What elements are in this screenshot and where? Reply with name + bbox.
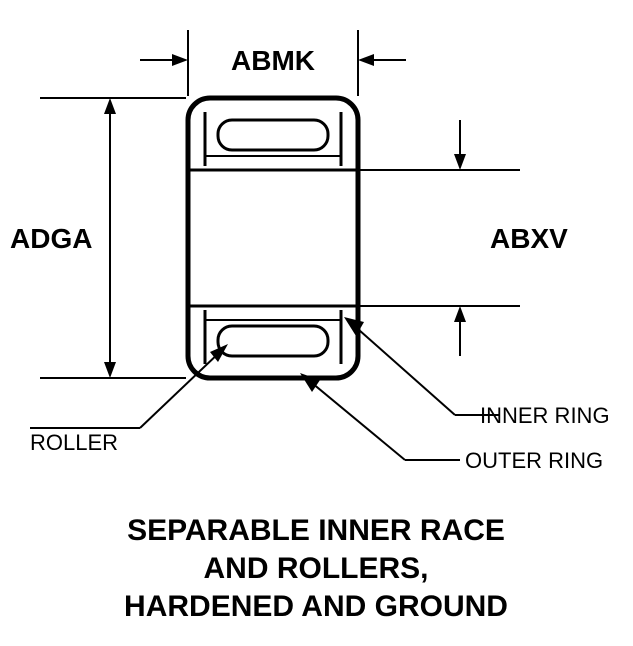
callout-inner: INNER RING bbox=[344, 317, 610, 428]
dim-right-label: ABXV bbox=[490, 223, 568, 254]
callout-roller: ROLLER bbox=[30, 344, 228, 455]
callout-outer-label: OUTER RING bbox=[465, 448, 603, 473]
caption-line-1: SEPARABLE INNER RACE bbox=[127, 514, 505, 547]
dim-left-label: ADGA bbox=[10, 223, 92, 254]
dim-left: ADGA bbox=[10, 98, 186, 378]
dim-right: ABXV bbox=[360, 120, 568, 356]
callout-inner-label: INNER RING bbox=[480, 403, 610, 428]
caption-line-2: AND ROLLERS, bbox=[204, 552, 429, 585]
top-roller-assy bbox=[205, 112, 341, 166]
dim-top: ABMK bbox=[140, 30, 406, 96]
bottom-roller-assy bbox=[205, 310, 341, 364]
callout-roller-label: ROLLER bbox=[30, 430, 118, 455]
outer-ring-outline bbox=[188, 98, 358, 378]
dim-top-label: ABMK bbox=[231, 45, 315, 76]
caption-line-3: HARDENED AND GROUND bbox=[124, 590, 508, 623]
